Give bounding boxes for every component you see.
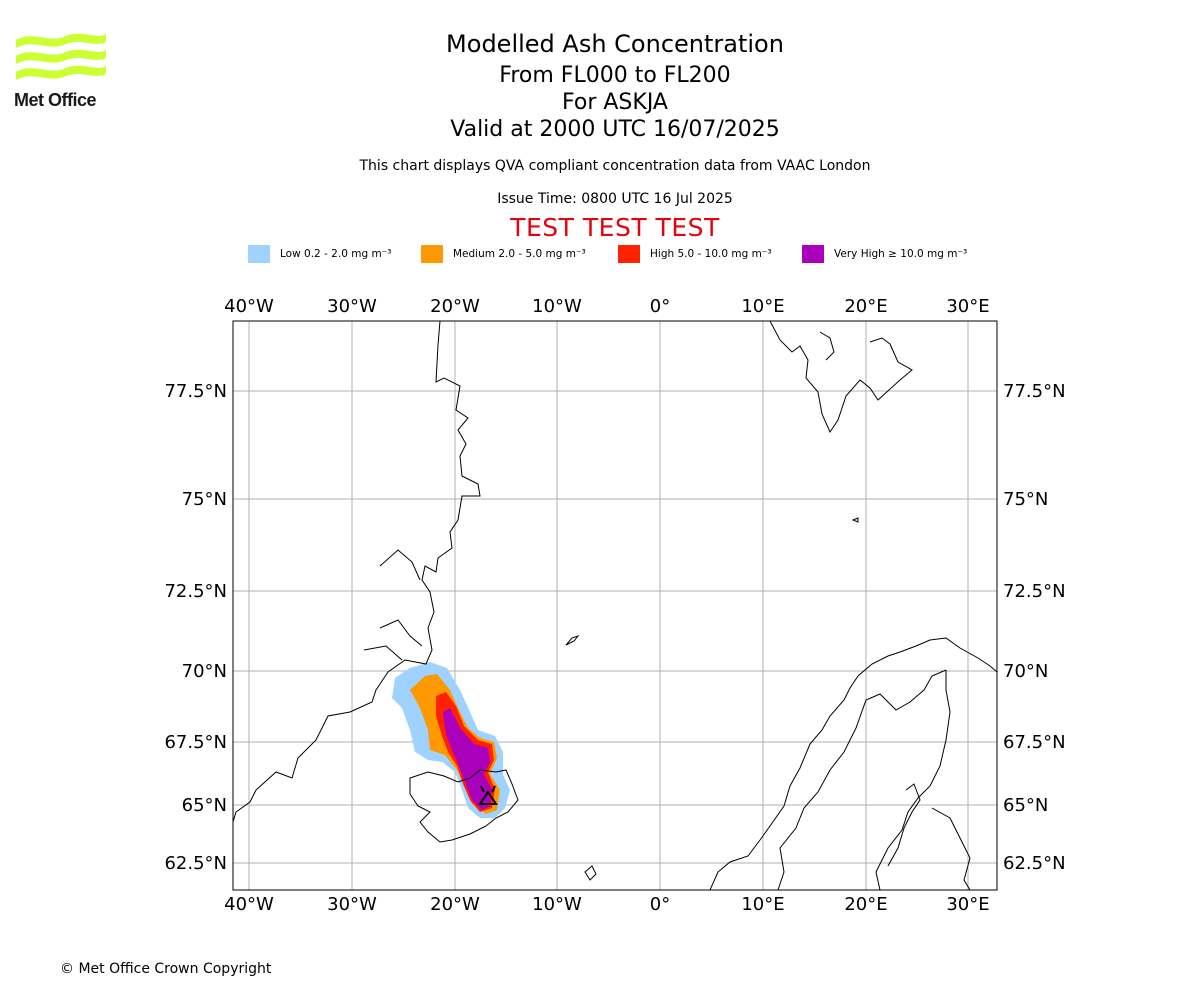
lon-label: 10°W [532, 894, 582, 915]
coastline-greenland-fjords [363, 549, 423, 661]
volcano-name: For ASKJA [562, 90, 668, 115]
border-norway-sweden [777, 669, 947, 890]
chart-title: Modelled Ash Concentration [446, 30, 784, 58]
coastline-norway [709, 637, 997, 890]
test-banner: TEST TEST TEST [510, 213, 720, 242]
legend-swatch-high [618, 245, 640, 263]
legend-swatch-medium [421, 245, 443, 263]
legend-item-low: Low 0.2 - 2.0 mg m⁻³ [248, 243, 391, 265]
lon-label: 10°E [741, 296, 784, 317]
lon-label: 0° [650, 296, 670, 317]
legend-label-high: High 5.0 - 10.0 mg m⁻³ [650, 248, 772, 260]
lat-label: 72.5°N [1003, 581, 1066, 602]
met-office-wave-icon [16, 33, 106, 80]
lon-label: 30°E [946, 296, 989, 317]
lat-label: 65°N [1003, 795, 1048, 816]
lon-label: 20°W [430, 296, 480, 317]
logo-text: Met Office [14, 90, 97, 110]
legend-item-very-high: Very High ≥ 10.0 mg m⁻³ [802, 243, 967, 265]
lon-label: 0° [650, 894, 670, 915]
lon-label: 30°E [946, 894, 989, 915]
valid-time: Valid at 2000 UTC 16/07/2025 [450, 117, 780, 142]
lon-label: 20°E [844, 296, 887, 317]
lat-label: 65°N [182, 795, 227, 816]
ash-plume [392, 662, 510, 818]
coastline-faroe [584, 865, 597, 881]
coastlines [233, 321, 997, 890]
lat-labels-left: 77.5°N 75°N 72.5°N 70°N 67.5°N 65°N 62.5… [164, 381, 227, 874]
legend-label-very-high: Very High ≥ 10.0 mg m⁻³ [834, 248, 968, 260]
lat-labels-right: 77.5°N 75°N 72.5°N 70°N 67.5°N 65°N 62.5… [1003, 381, 1066, 874]
lat-label: 77.5°N [1003, 381, 1066, 402]
legend: Low 0.2 - 2.0 mg m⁻³ Medium 2.0 - 5.0 mg… [0, 243, 1200, 265]
legend-item-high: High 5.0 - 10.0 mg m⁻³ [618, 243, 772, 265]
lat-label: 75°N [182, 489, 227, 510]
volcano-marker [478, 785, 498, 805]
legend-swatch-very-high [802, 245, 824, 263]
coastline-iceland [409, 769, 519, 843]
legend-swatch-low [248, 245, 270, 263]
border-sweden-finland [875, 670, 951, 890]
lon-label: 30°W [327, 296, 377, 317]
legend-label-medium: Medium 2.0 - 5.0 mg m⁻³ [453, 248, 586, 260]
lon-label: 10°E [741, 894, 784, 915]
lat-label: 75°N [1003, 489, 1048, 510]
lon-label: 30°W [327, 894, 377, 915]
lon-label: 20°E [844, 894, 887, 915]
graticule [233, 321, 997, 890]
flight-level-range: From FL000 to FL200 [499, 63, 731, 88]
ash-very-high-region [443, 708, 492, 810]
lat-label: 70°N [182, 661, 227, 682]
lat-label: 70°N [1003, 661, 1048, 682]
lon-label: 10°W [532, 296, 582, 317]
lon-labels-top: 40°W 30°W 20°W 10°W 0° 10°E 20°E 30°E [224, 296, 989, 317]
legend-label-low: Low 0.2 - 2.0 mg m⁻³ [280, 248, 392, 260]
lon-label: 40°W [224, 894, 274, 915]
issue-time: Issue Time: 0800 UTC 16 Jul 2025 [497, 191, 733, 207]
coastline-gulf-of-bothnia [887, 783, 971, 890]
lat-label: 62.5°N [164, 853, 227, 874]
lon-labels-bottom: 40°W 30°W 20°W 10°W 0° 10°E 20°E 30°E [224, 894, 989, 915]
lat-label: 62.5°N [1003, 853, 1066, 874]
legend-item-medium: Medium 2.0 - 5.0 mg m⁻³ [421, 243, 586, 265]
lat-label: 67.5°N [1003, 732, 1066, 753]
lat-label: 67.5°N [164, 732, 227, 753]
coastline-bear-island [851, 517, 859, 523]
map-frame [232, 320, 998, 891]
met-office-logo: Met Office [14, 30, 114, 114]
lon-label: 20°W [430, 894, 480, 915]
compliance-note: This chart displays QVA compliant concen… [359, 158, 871, 174]
lat-label: 77.5°N [164, 381, 227, 402]
copyright-notice: © Met Office Crown Copyright [60, 961, 272, 977]
lon-label: 40°W [224, 296, 274, 317]
lat-label: 72.5°N [164, 581, 227, 602]
coastline-greenland-east [233, 321, 481, 823]
coastline-svalbard [769, 321, 913, 434]
coastline-jan-mayen [565, 634, 580, 646]
